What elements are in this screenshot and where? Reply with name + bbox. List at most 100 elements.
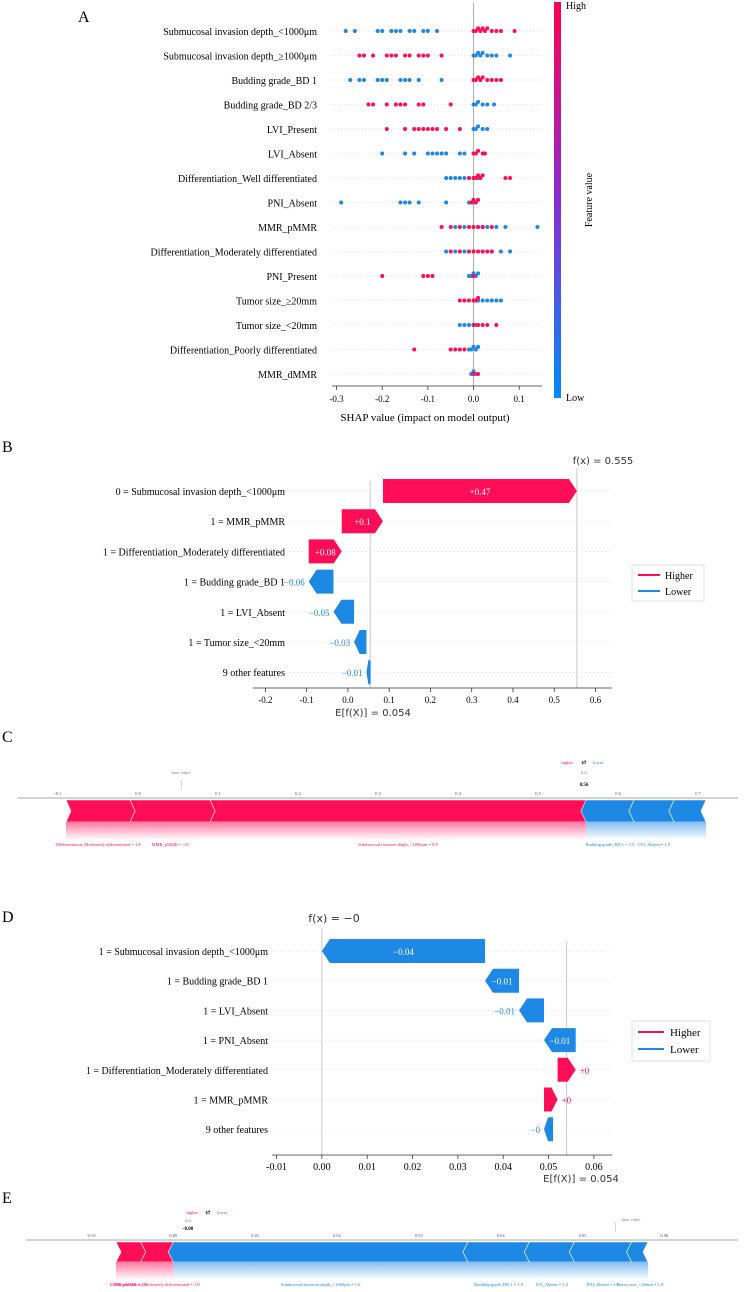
panel-a-dot — [435, 151, 439, 156]
xtick-label: 0.0 — [342, 695, 354, 705]
waterfall-bar — [333, 599, 355, 624]
panel-a-dot — [485, 298, 490, 303]
panel-a-dot — [478, 176, 483, 180]
panel-a-dot — [494, 78, 499, 82]
panel-a-dot — [480, 50, 485, 55]
panel-a-dot — [430, 274, 435, 278]
waterfall-bar — [341, 509, 383, 534]
force-positive-shade — [210, 822, 586, 840]
force-negative-label: LVI_Absent = 1.0 — [536, 1282, 569, 1287]
xtick-label: 0.04 — [494, 1162, 512, 1173]
force-negative-shade — [586, 822, 634, 840]
panel-a-dot — [457, 127, 462, 131]
panel-a-dot — [453, 176, 458, 180]
waterfall-value: −0.01 — [492, 977, 513, 987]
waterfall-bar — [557, 1057, 576, 1082]
waterfall-value: −0.05 — [309, 608, 330, 618]
force-negative-shade — [529, 1262, 575, 1280]
panel-a-dot — [393, 29, 398, 33]
panel-d-legend-lower: Lower — [670, 1044, 699, 1056]
panel-a-dot — [508, 176, 513, 180]
force-negative-segment — [626, 1241, 649, 1263]
xtick-label: 0.05 — [540, 1162, 558, 1173]
panel-a-dot — [471, 372, 476, 376]
panel-a-dot — [380, 78, 385, 82]
panel-a-dot — [476, 148, 481, 153]
panel-c-fx-label: f(x) — [581, 770, 588, 775]
panel-e-fx-label: f(x) — [185, 1218, 192, 1223]
panel-a-dot — [471, 225, 476, 229]
panel-a-dot — [412, 29, 417, 33]
waterfall-bar — [308, 569, 334, 594]
panel-a-dot — [407, 53, 412, 58]
panel-a-dot — [476, 50, 481, 55]
force-negative-segment — [523, 1241, 575, 1263]
panel-a-dot — [421, 127, 426, 131]
force-negative-shade — [631, 1262, 648, 1280]
panel-a-dot — [473, 347, 478, 352]
panel-a-dot — [476, 26, 481, 31]
panel-a-dot — [407, 200, 412, 205]
panel-a-dot — [471, 344, 476, 349]
xtick-label: 0.1 — [384, 695, 395, 705]
panel-a-dot — [453, 249, 458, 254]
panel-a-dot — [508, 249, 513, 254]
waterfall-feature-label: 1 = MMR_pMMR — [210, 517, 285, 528]
panel-a-dot — [393, 102, 398, 107]
panel-a-dot — [448, 249, 453, 254]
panel-a-feature-label: Differentiation_Poorly differentiated — [170, 346, 317, 357]
force-xtick-label: 0.6 — [615, 791, 621, 796]
panel-a-xtick-label: 0.1 — [514, 394, 525, 404]
panel-a-dot — [439, 53, 444, 58]
panel-a-dot — [485, 323, 490, 327]
panel-a-dot — [421, 274, 426, 278]
force-positive-label: Submucosal invasion depth_<1000μm = 0.0 — [358, 842, 438, 847]
panel-a-dot — [480, 102, 485, 107]
panel-a-dot — [380, 151, 385, 156]
panel-a-dot — [498, 298, 503, 303]
panel-label-a: A — [78, 9, 90, 26]
panel-a-feature-label: Budding grade_BD 2/3 — [224, 101, 317, 112]
panel-a-feature-label: Submucosal invasion depth_≥1000μm — [163, 52, 317, 63]
panel-c-base-label: base value — [172, 770, 191, 775]
waterfall-value: −0 — [530, 1125, 540, 1135]
force-xtick-label: 0.1 — [215, 791, 221, 796]
panel-a-dot — [498, 249, 503, 254]
panel-a-dot — [482, 151, 487, 156]
panel-a-dot — [462, 249, 467, 254]
panel-a-dot — [476, 249, 481, 254]
panel-a-dot — [412, 151, 417, 156]
panel-a-dot — [462, 347, 467, 352]
panel-a-xtick-label: -0.1 — [421, 394, 435, 404]
waterfall-feature-label: 1 = Differentiation_Moderately different… — [86, 1066, 268, 1077]
panel-a-dot — [453, 347, 458, 352]
panel-a-dot — [462, 176, 467, 180]
panel-a-dot — [473, 102, 478, 107]
waterfall-value: −0.01 — [342, 668, 363, 678]
waterfall-bar — [366, 660, 371, 685]
panel-a-dot — [462, 323, 467, 327]
panel-a-dot — [485, 249, 490, 254]
panel-a-dot — [357, 78, 362, 82]
waterfall-bar — [308, 539, 342, 564]
panel-a-dot — [473, 151, 478, 156]
panel-a-feature-label: Tumor size_<20mm — [236, 321, 317, 332]
waterfall-bar — [544, 1087, 558, 1112]
panel-a-dot — [425, 127, 430, 131]
panel-a-dot — [371, 102, 376, 107]
panel-a-dot — [476, 197, 481, 202]
xtick-label: 0.03 — [449, 1162, 467, 1173]
panel-a-dot — [425, 53, 430, 58]
panel-a-dot — [457, 298, 462, 303]
panel-label-e: E — [2, 1190, 12, 1207]
panel-a-dot — [492, 102, 497, 107]
panel-label-d: D — [2, 909, 14, 926]
panel-a-feature-label: LVI_Present — [267, 125, 317, 136]
force-xtick-label: 0.00 — [169, 1233, 178, 1238]
panel-a-dot — [407, 29, 412, 33]
panel-b-fx-label: f(x) = 0.555 — [573, 456, 634, 467]
panel-a-dot — [466, 323, 471, 327]
force-negative-label: PNI_Absent = 1.0 — [587, 1282, 620, 1287]
panel-a-dot — [478, 78, 483, 82]
waterfall-value: −0.03 — [329, 638, 350, 648]
